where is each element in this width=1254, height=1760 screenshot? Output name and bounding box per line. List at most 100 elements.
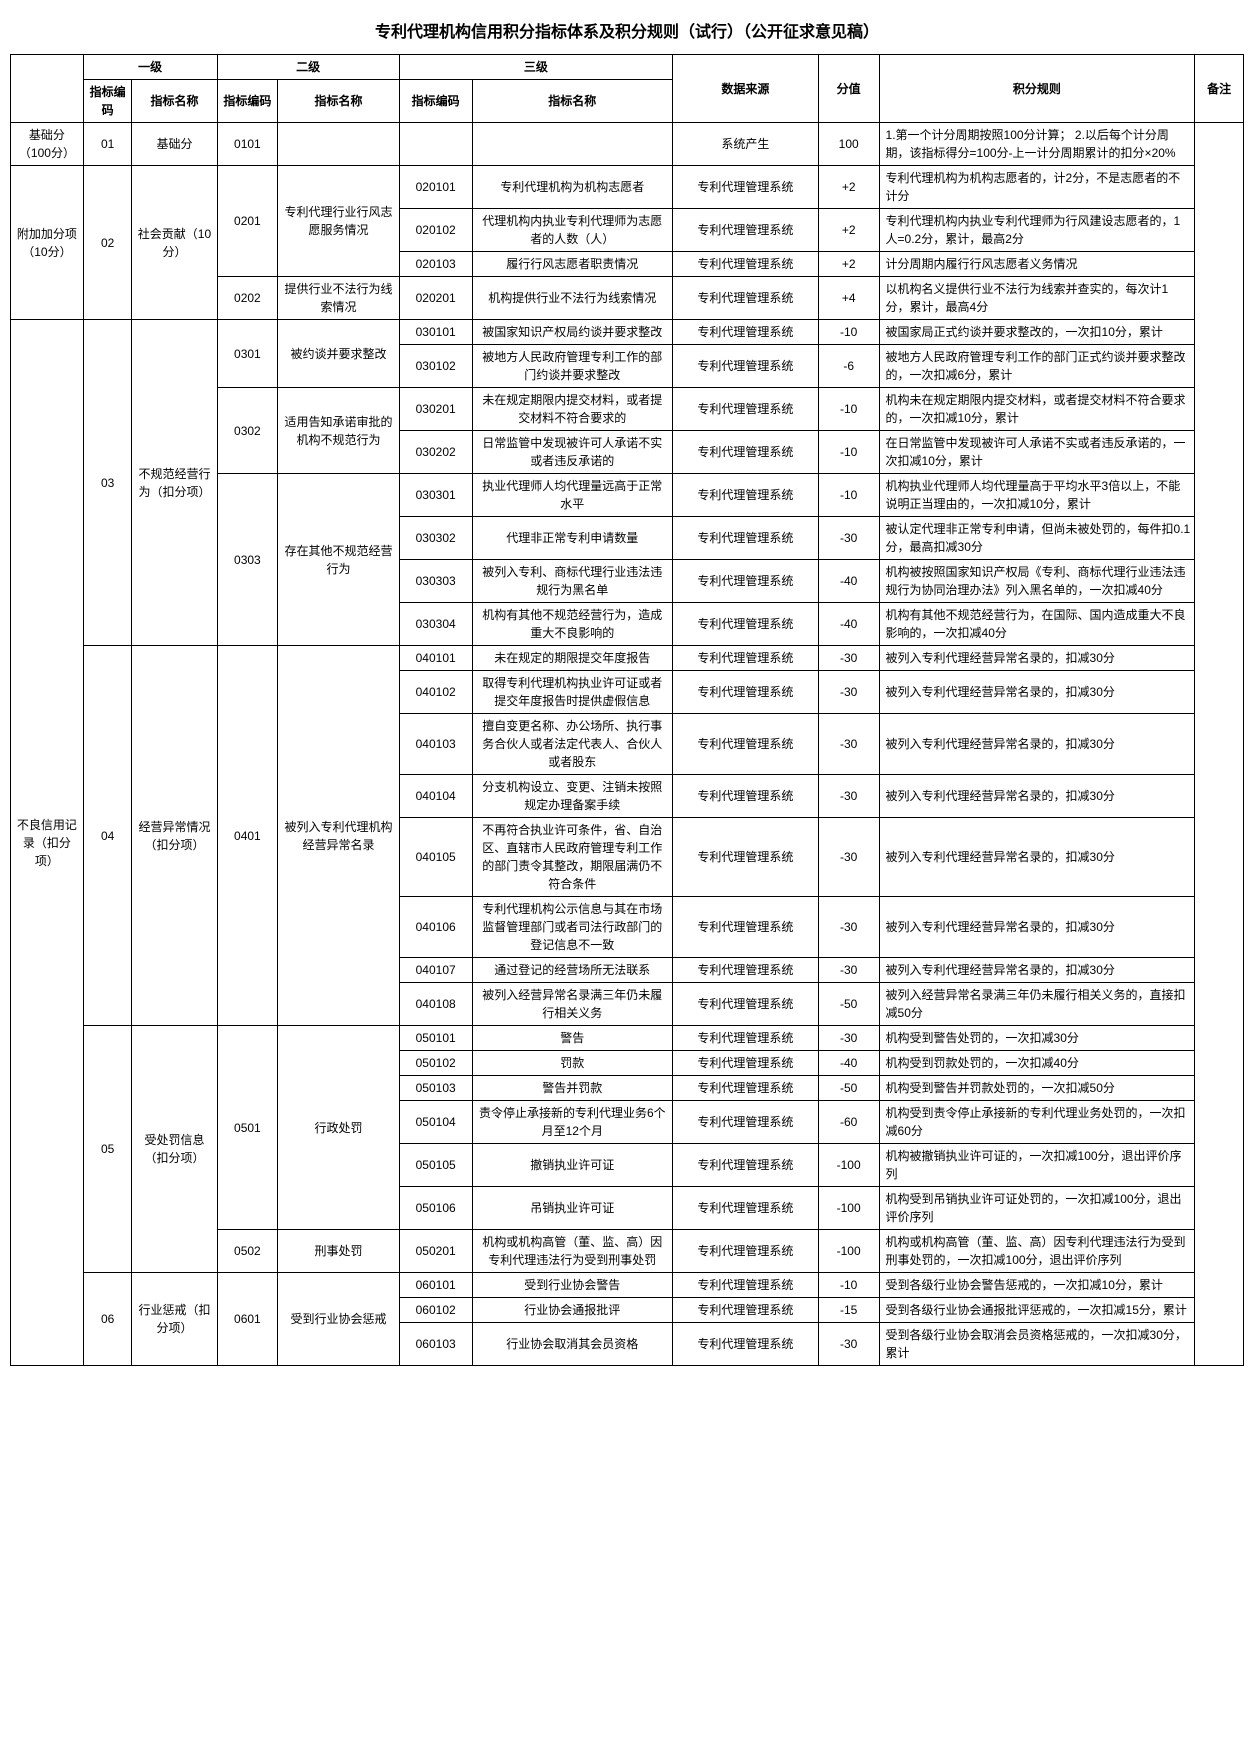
cell: -30: [818, 517, 879, 560]
cell: 专利代理管理系统: [673, 474, 819, 517]
cell: +2: [818, 166, 879, 209]
cell: -10: [818, 320, 879, 345]
cell: 被认定代理非正常专利申请，但尚未被处罚的，每件扣0.1分，最高扣减30分: [879, 517, 1195, 560]
cell: 专利代理管理系统: [673, 1187, 819, 1230]
cell: 被列入专利、商标代理行业违法违规行为黑名单: [472, 560, 672, 603]
cell: 受到各级行业协会通报批评惩戒的，一次扣减15分，累计: [879, 1298, 1195, 1323]
cell: 被列入专利代理经营异常名录的，扣减30分: [879, 958, 1195, 983]
cell: 被列入专利代理经营异常名录的，扣减30分: [879, 897, 1195, 958]
cell: 受处罚信息（扣分项）: [132, 1026, 217, 1273]
cat-bad: 不良信用记录（扣分项）: [11, 320, 84, 1366]
cell: 专利代理管理系统: [673, 1323, 819, 1366]
cell: 030304: [399, 603, 472, 646]
cell: -30: [818, 671, 879, 714]
cell: -30: [818, 1323, 879, 1366]
cell: -10: [818, 431, 879, 474]
cell: 系统产生: [673, 123, 819, 166]
cell: 040105: [399, 818, 472, 897]
cell: 050103: [399, 1076, 472, 1101]
cell: 0303: [217, 474, 278, 646]
cell: -6: [818, 345, 879, 388]
cell: 受到行业协会警告: [472, 1273, 672, 1298]
cell: 专利代理管理系统: [673, 1273, 819, 1298]
cell: 06: [83, 1273, 132, 1366]
cell: 被地方人民政府管理专利工作的部门约谈并要求整改: [472, 345, 672, 388]
cell: 专利代理管理系统: [673, 958, 819, 983]
cell: 未在规定的期限提交年度报告: [472, 646, 672, 671]
cell: 刑事处罚: [278, 1230, 399, 1273]
cell: 专利代理管理系统: [673, 897, 819, 958]
cell: 030101: [399, 320, 472, 345]
cell: -15: [818, 1298, 879, 1323]
cell: 被列入专利代理经营异常名录的，扣减30分: [879, 646, 1195, 671]
cell: 020101: [399, 166, 472, 209]
hdr-l3: 三级: [399, 55, 672, 80]
cell: 0401: [217, 646, 278, 1026]
cell: 01: [83, 123, 132, 166]
cell: 专利代理管理系统: [673, 1051, 819, 1076]
cell: 030302: [399, 517, 472, 560]
cell: 专利代理管理系统: [673, 1230, 819, 1273]
cell: 04: [83, 646, 132, 1026]
cell: 030301: [399, 474, 472, 517]
hdr-name: 指标名称: [472, 80, 672, 123]
cell: 专利代理管理系统: [673, 166, 819, 209]
cell: -30: [818, 775, 879, 818]
cell: 机构受到罚款处罚的，一次扣减40分: [879, 1051, 1195, 1076]
cell: 提供行业不法行为线索情况: [278, 277, 399, 320]
cat-bonus: 附加加分项（10分）: [11, 166, 84, 320]
cell: 被列入经营异常名录满三年仍未履行相关义务的，直接扣减50分: [879, 983, 1195, 1026]
cell: 040106: [399, 897, 472, 958]
cat-base: 基础分（100分）: [11, 123, 84, 166]
cell: 机构受到责令停止承接新的专利代理业务处罚的，一次扣减60分: [879, 1101, 1195, 1144]
cell: 罚款: [472, 1051, 672, 1076]
cell: 被列入专利代理机构经营异常名录: [278, 646, 399, 1026]
page-title: 专利代理机构信用积分指标体系及积分规则（试行）（公开征求意见稿）: [10, 10, 1244, 54]
cell: -50: [818, 1076, 879, 1101]
cell: 适用告知承诺审批的机构不规范行为: [278, 388, 399, 474]
hdr-l2: 二级: [217, 55, 399, 80]
cell: 撤销执业许可证: [472, 1144, 672, 1187]
hdr-rule: 积分规则: [879, 55, 1195, 123]
cell: -40: [818, 560, 879, 603]
cell: 通过登记的经营场所无法联系: [472, 958, 672, 983]
cell: 未在规定期限内提交材料，或者提交材料不符合要求的: [472, 388, 672, 431]
cell: 取得专利代理机构执业许可证或者提交年度报告时提供虚假信息: [472, 671, 672, 714]
cell: -40: [818, 1051, 879, 1076]
cell: 在日常监管中发现被许可人承诺不实或者违反承诺的，一次扣减10分，累计: [879, 431, 1195, 474]
cell: 被列入经营异常名录满三年仍未履行相关义务: [472, 983, 672, 1026]
cell: 专利代理管理系统: [673, 671, 819, 714]
cell: 专利代理管理系统: [673, 517, 819, 560]
cell: 专利代理管理系统: [673, 818, 819, 897]
cell: 专利代理管理系统: [673, 209, 819, 252]
cell: 被国家知识产权局约谈并要求整改: [472, 320, 672, 345]
cell: 050105: [399, 1144, 472, 1187]
cell: -100: [818, 1230, 879, 1273]
cell: 机构受到警告并罚款处罚的，一次扣减50分: [879, 1076, 1195, 1101]
cell: 执业代理师人均代理量远高于正常水平: [472, 474, 672, 517]
cell: 02: [83, 166, 132, 320]
cell: -10: [818, 388, 879, 431]
cell: 专利代理管理系统: [673, 603, 819, 646]
cell: -30: [818, 1026, 879, 1051]
cell: 专利代理管理系统: [673, 1144, 819, 1187]
cell: 被列入专利代理经营异常名录的，扣减30分: [879, 818, 1195, 897]
cell: 存在其他不规范经营行为: [278, 474, 399, 646]
cell: 行业协会通报批评: [472, 1298, 672, 1323]
cell: 受到行业协会惩戒: [278, 1273, 399, 1366]
cell: 机构被按照国家知识产权局《专利、商标代理行业违法违规行为协同治理办法》列入黑名单…: [879, 560, 1195, 603]
cell: 以机构名义提供行业不法行为线索并查实的，每次计1分，累计，最高4分: [879, 277, 1195, 320]
cell: 不再符合执业许可条件，省、自治区、直辖市人民政府管理专利工作的部门责令其整改，期…: [472, 818, 672, 897]
cell: 代理机构内执业专利代理师为志愿者的人数（人）: [472, 209, 672, 252]
cell: 040102: [399, 671, 472, 714]
hdr-code: 指标编码: [83, 80, 132, 123]
cell: 1.第一个计分周期按照100分计算； 2.以后每个计分周期，该指标得分=100分…: [879, 123, 1195, 166]
cell: 0601: [217, 1273, 278, 1366]
cell: 代理非正常专利申请数量: [472, 517, 672, 560]
cell: 专利代理管理系统: [673, 983, 819, 1026]
cell: 0302: [217, 388, 278, 474]
cell: 专利代理管理系统: [673, 560, 819, 603]
cell: 机构未在规定期限内提交材料，或者提交材料不符合要求的，一次扣减10分，累计: [879, 388, 1195, 431]
cell: 被列入专利代理经营异常名录的，扣减30分: [879, 714, 1195, 775]
cell: 专利代理机构为机构志愿者: [472, 166, 672, 209]
